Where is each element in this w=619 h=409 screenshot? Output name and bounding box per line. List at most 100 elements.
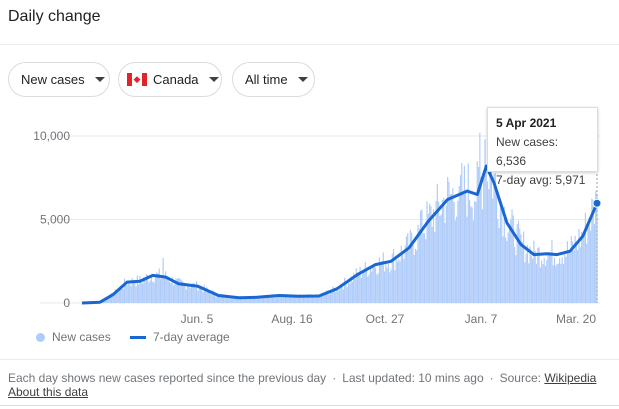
time-range-dropdown[interactable]: All time bbox=[232, 62, 315, 97]
daily-case-bar bbox=[436, 183, 438, 303]
daily-case-bar bbox=[503, 206, 505, 303]
daily-case-bar bbox=[483, 174, 485, 303]
caret-down-icon bbox=[94, 77, 105, 82]
daily-case-bar bbox=[205, 289, 207, 303]
daily-case-bar bbox=[322, 292, 324, 303]
country-dropdown[interactable]: ◆ Canada bbox=[118, 62, 222, 97]
daily-case-bar bbox=[171, 276, 173, 303]
canada-flag-icon: ◆ bbox=[127, 73, 147, 86]
daily-case-bar bbox=[543, 258, 545, 303]
daily-case-bar bbox=[266, 295, 268, 303]
daily-case-bar bbox=[398, 258, 400, 303]
daily-case-bar bbox=[505, 237, 507, 303]
daily-case-bar bbox=[328, 294, 330, 303]
daily-case-bar bbox=[196, 281, 198, 303]
daily-case-bar bbox=[262, 295, 265, 303]
daily-case-bar bbox=[587, 222, 589, 303]
daily-case-bar bbox=[175, 278, 177, 303]
daily-case-bar bbox=[211, 290, 213, 303]
tooltip-new-cases: New cases: 6,536 bbox=[496, 133, 589, 171]
daily-case-bar bbox=[255, 298, 257, 303]
daily-case-bar bbox=[243, 298, 245, 303]
daily-case-bar bbox=[324, 293, 326, 303]
daily-case-bar bbox=[515, 255, 517, 303]
daily-case-bar bbox=[341, 286, 343, 303]
metric-dropdown-label: New cases bbox=[21, 72, 85, 87]
daily-case-bar bbox=[177, 278, 180, 303]
daily-case-bar bbox=[408, 250, 410, 303]
daily-case-bar bbox=[548, 252, 550, 303]
daily-case-bar bbox=[508, 228, 511, 303]
daily-case-bar bbox=[579, 247, 581, 303]
daily-case-bar bbox=[283, 296, 285, 303]
daily-cases-chart[interactable]: 0 5,000 10,000 Jun. 5 Aug. 16 Oct. 27 Jan. 7 Ma… bbox=[0, 100, 619, 325]
caret-down-icon bbox=[208, 77, 219, 82]
daily-case-bar bbox=[394, 270, 396, 303]
daily-case-bar bbox=[471, 207, 473, 303]
daily-case-bar bbox=[277, 296, 279, 303]
daily-case-bar bbox=[390, 269, 392, 303]
daily-case-bar bbox=[435, 201, 437, 303]
time-range-label: All time bbox=[245, 72, 288, 87]
daily-case-bar bbox=[477, 166, 480, 303]
daily-case-bar bbox=[551, 240, 553, 303]
daily-case-bar bbox=[198, 287, 200, 303]
daily-case-bar bbox=[426, 201, 428, 303]
daily-case-bar bbox=[565, 256, 567, 303]
daily-case-bar bbox=[414, 248, 417, 303]
daily-case-bar bbox=[233, 295, 235, 303]
daily-case-bar bbox=[273, 294, 275, 303]
daily-case-bar bbox=[157, 273, 159, 303]
legend-new-cases: New cases bbox=[36, 330, 111, 344]
x-tick-label: Jan. 7 bbox=[465, 312, 498, 325]
daily-case-bar bbox=[468, 200, 471, 303]
daily-case-bar bbox=[582, 237, 584, 303]
daily-case-bar bbox=[332, 286, 334, 303]
daily-case-bar bbox=[279, 297, 281, 303]
daily-case-bar bbox=[225, 297, 227, 303]
daily-case-bar bbox=[347, 281, 350, 303]
daily-case-bar bbox=[256, 297, 258, 303]
daily-case-bar bbox=[158, 268, 160, 303]
daily-case-bar bbox=[440, 214, 442, 303]
daily-case-bar bbox=[474, 201, 476, 303]
daily-case-bar bbox=[127, 281, 129, 303]
wikipedia-source-link[interactable]: Wikipedia bbox=[544, 371, 597, 385]
daily-case-bar bbox=[134, 283, 136, 303]
daily-case-bar bbox=[301, 296, 303, 303]
daily-case-bar bbox=[229, 298, 231, 303]
about-this-data-link[interactable]: About this data bbox=[8, 385, 89, 399]
daily-case-bar bbox=[529, 246, 531, 303]
daily-case-bar bbox=[452, 188, 454, 303]
daily-case-bar bbox=[135, 286, 137, 303]
daily-case-bar bbox=[425, 239, 427, 303]
daily-case-bar bbox=[346, 287, 348, 303]
daily-case-bar bbox=[553, 257, 556, 303]
daily-case-bar bbox=[403, 258, 405, 303]
daily-case-bar bbox=[335, 291, 337, 303]
daily-case-bar bbox=[314, 297, 316, 303]
daily-case-bar bbox=[360, 277, 362, 303]
daily-case-bar bbox=[497, 219, 499, 303]
daily-case-bar bbox=[552, 265, 554, 303]
daily-case-bar bbox=[105, 298, 108, 303]
daily-case-bar bbox=[226, 298, 229, 303]
daily-case-bar bbox=[381, 261, 383, 303]
daily-case-bar bbox=[542, 264, 544, 303]
daily-case-bar bbox=[212, 290, 214, 303]
daily-case-bar bbox=[564, 254, 566, 303]
metric-dropdown[interactable]: New cases bbox=[8, 62, 110, 97]
x-tick-label: Mar. 20 bbox=[556, 312, 596, 325]
daily-case-bar bbox=[584, 212, 586, 303]
legend-average-label: 7-day average bbox=[153, 330, 230, 344]
daily-case-bar bbox=[380, 263, 382, 303]
daily-case-bar bbox=[192, 283, 194, 303]
daily-case-bar bbox=[386, 268, 388, 303]
daily-case-bar bbox=[539, 267, 541, 303]
daily-case-bar bbox=[275, 297, 277, 303]
daily-case-bar bbox=[454, 220, 456, 303]
daily-case-bar bbox=[364, 261, 366, 303]
daily-case-bar bbox=[534, 250, 536, 303]
daily-case-bar bbox=[203, 284, 205, 303]
y-tick-label: 10,000 bbox=[33, 129, 70, 143]
